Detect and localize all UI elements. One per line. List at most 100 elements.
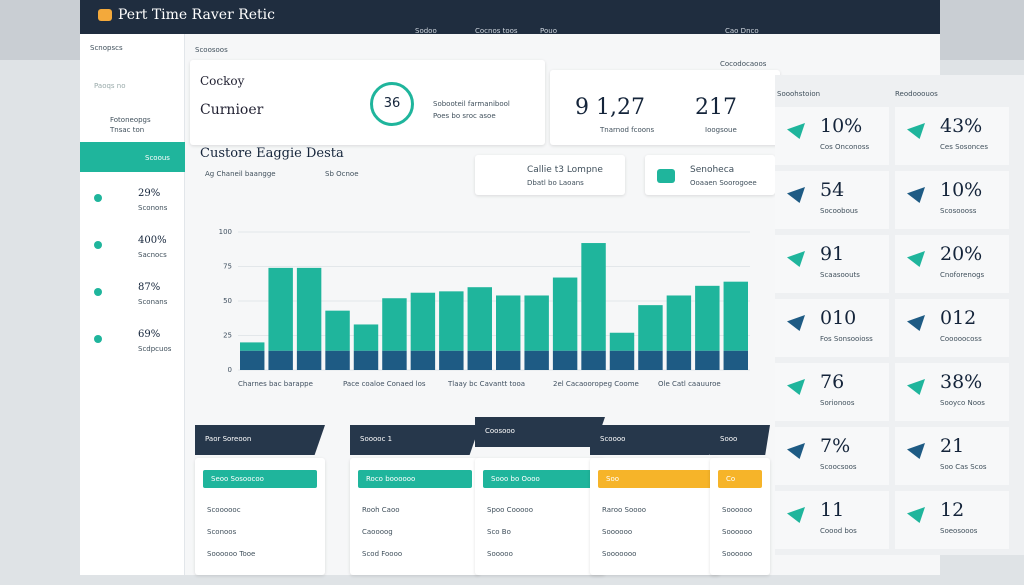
stat-card: 012 Cooooocoss — [895, 299, 1009, 357]
card: Roco boooooo Rooh Caoo Caoooog Scod Foooo — [350, 458, 480, 575]
stat-label: Scdpcuos — [138, 345, 172, 353]
header: Pert Time Raver Retic Sodoo Cocnos toos … — [80, 0, 940, 35]
card: Sooo bo Oooo Spoo Cooooo Sco Bo Sooooo — [475, 458, 605, 575]
stat-value: 7% — [820, 435, 851, 457]
stat-card: 10% Scosoooss — [895, 171, 1009, 229]
bar — [410, 292, 436, 351]
card-row: Sconoos — [207, 528, 237, 536]
card-button[interactable]: Sooo bo Oooo — [483, 470, 597, 488]
ring-label: Sobooteil farmanibool — [433, 100, 510, 108]
logo-icon — [98, 9, 112, 21]
card-button[interactable]: Seoo Sosoocoo — [203, 470, 317, 488]
stat-value: 38% — [940, 371, 983, 393]
card-header — [475, 417, 605, 447]
bottom-cards: Paor Soreoon Seoo Sosoocoo Scoooooc Sconoos… — [80, 0, 770, 575]
stat-card: 76 Sorionoos — [775, 363, 889, 421]
bar — [439, 291, 464, 351]
stat-label: Coood bos — [820, 527, 857, 535]
info-card: Senoheca Ooaaen Soorogoee — [645, 155, 775, 195]
bar — [325, 350, 350, 370]
card-row: Soooooo Tooe — [207, 550, 256, 558]
bar — [268, 267, 293, 351]
card-header — [590, 425, 720, 455]
bar — [353, 350, 379, 370]
stat-label: Cooooocoss — [940, 335, 982, 343]
bar — [268, 350, 293, 370]
stat-label: Sconans — [138, 298, 168, 306]
filter[interactable]: Ag Chaneil baangge — [205, 170, 276, 178]
card-row: Soooooo — [722, 506, 753, 514]
bar — [496, 350, 521, 370]
card-row: Soooooo — [602, 528, 633, 536]
bar — [695, 350, 720, 370]
stat-value: 11 — [820, 499, 845, 521]
stat-card: 54 Socoobous — [775, 171, 889, 229]
sidebar: Scnopscs Paoqs no Fotoneopgs Tnsac ton S… — [80, 34, 185, 575]
info-title: Senoheca — [690, 165, 735, 175]
stat-label: Sacnocs — [138, 251, 167, 259]
card-title: Scoooo — [600, 435, 626, 443]
sidebar-item[interactable]: Fotoneopgs — [110, 116, 151, 124]
right-stats: 10% Cos Onconoss 43% Ces Sosonces 54 Socoobou… — [775, 75, 1009, 549]
bar — [240, 342, 265, 351]
stat-label: Sorionoos — [820, 399, 855, 407]
bar — [666, 295, 692, 351]
card-row: Raroo Soooo — [602, 506, 647, 514]
stat-label: Soeosooos — [940, 527, 978, 535]
ring-sub: Poes bo sroc asoe — [433, 112, 496, 120]
bar — [666, 350, 692, 370]
nav-item[interactable]: Sodoo — [415, 27, 437, 35]
stat-card: 010 Fos Sonsooioss — [775, 299, 889, 357]
card-button[interactable]: Roco boooooo — [358, 470, 472, 488]
bar — [609, 350, 635, 370]
stat-label: Scaasoouts — [820, 271, 860, 279]
bar — [524, 350, 549, 370]
header-right[interactable]: Cao Dnco — [725, 27, 759, 35]
bar — [240, 350, 265, 370]
stat-card: 91 Scaasoouts — [775, 235, 889, 293]
tab[interactable]: Scoosoos — [195, 46, 228, 54]
kpi-label: Ioogsoue — [705, 126, 737, 134]
stat-value: 400% — [138, 235, 167, 246]
card-title: Paor Soreoon — [205, 435, 252, 443]
stat-value: 10% — [820, 115, 863, 137]
bar — [552, 350, 578, 370]
sidebar-item[interactable]: Scoous — [145, 154, 170, 162]
y-tick-label: 0 — [228, 366, 232, 374]
icon — [657, 169, 675, 183]
title: Cockoy — [200, 74, 245, 88]
y-tick-label: 100 — [219, 228, 232, 236]
card-header — [195, 425, 325, 455]
bar — [382, 350, 407, 370]
sidebar-item[interactable]: Tnsac ton — [110, 126, 145, 134]
card-row: Scod Foooo — [362, 550, 403, 558]
chart-annotation: 2el Cacaooropeg Coome — [553, 380, 639, 388]
bar — [382, 298, 407, 351]
stat-value: 76 — [820, 371, 845, 393]
sidebar-title: Scnopscs — [90, 44, 123, 52]
card-title: Coosooo — [485, 427, 515, 435]
sidebar-active[interactable]: Scoous — [80, 142, 185, 172]
nav-item[interactable]: Cocnos toos — [475, 27, 518, 35]
stat-label: Scoocsoos — [820, 463, 857, 471]
filter[interactable]: Sb Ocnoe — [325, 170, 359, 178]
stat-label: Scosoooss — [940, 207, 977, 215]
stat-value: 29% — [138, 188, 161, 199]
bar — [410, 350, 436, 370]
bar — [353, 324, 379, 351]
stat-value: 10% — [940, 179, 983, 201]
nav-item[interactable]: Pouo — [540, 27, 557, 35]
chart-annotation: Charnes bac barappe — [238, 380, 313, 388]
summary-card: Cockoy Curnioer 36 Sobooteil farmanibool… — [190, 60, 545, 145]
stat-icon — [94, 194, 102, 202]
right-panel: Sooohstoion Reodooouos 10% Cos Onconoss 43… — [775, 75, 1024, 555]
card-header — [350, 425, 480, 455]
stat-value: 20% — [940, 243, 983, 265]
sidebar-stats: 29% Sconons 400% Sacnocs 87% Sconans 69% Scdpcu… — [80, 174, 185, 374]
card-button[interactable]: Co — [718, 470, 762, 488]
card: Soo Raroo Soooo Soooooo Sooooooo — [590, 458, 720, 575]
card-button[interactable]: Soo — [598, 470, 712, 488]
stat-card: 7% Scoocsoos — [775, 427, 889, 485]
